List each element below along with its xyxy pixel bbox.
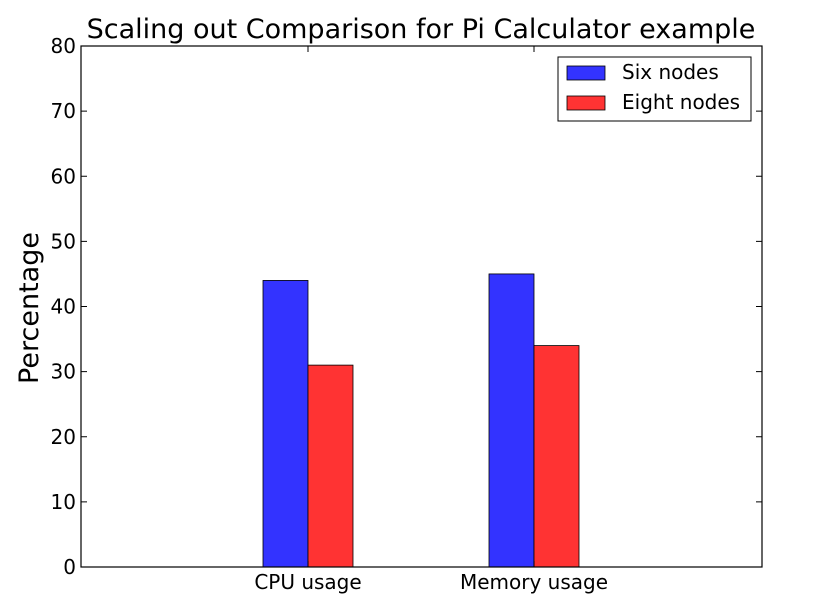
y-tick-label: 20 [51, 425, 76, 449]
y-tick-label: 30 [51, 360, 76, 384]
category-labels: CPU usage Memory usage [254, 46, 608, 594]
chart-title: Scaling out Comparison for Pi Calculator… [87, 14, 756, 45]
bar-eight-nodes-cpu-usage [307, 364, 354, 568]
legend-label-six-nodes: Six nodes [622, 60, 719, 84]
y-tick-label: 50 [51, 229, 76, 253]
legend-label-eight-nodes: Eight nodes [622, 90, 740, 114]
y-tick-label: 80 [51, 34, 76, 58]
tick-layer: 0 10 20 30 40 50 60 70 80 [51, 34, 762, 579]
legend-swatch-eight-nodes [566, 95, 606, 111]
y-tick-label: 40 [51, 295, 76, 319]
legend: Six nodes Eight nodes [557, 56, 752, 122]
legend-swatch-six-nodes [566, 65, 606, 81]
y-tick-label: 0 [63, 555, 76, 579]
bar-eight-nodes-memory-usage [533, 345, 580, 568]
bar-six-nodes-cpu-usage [262, 280, 309, 568]
y-tick-label: 10 [51, 490, 76, 514]
bars-layer [262, 273, 580, 568]
y-axis-label: Percentage [14, 232, 45, 384]
y-tick-label: 60 [51, 164, 76, 188]
x-tick-label: Memory usage [460, 570, 608, 594]
bar-six-nodes-memory-usage [488, 273, 535, 568]
plot-frame [80, 45, 763, 568]
x-tick-label: CPU usage [254, 570, 361, 594]
y-tick-label: 70 [51, 99, 76, 123]
